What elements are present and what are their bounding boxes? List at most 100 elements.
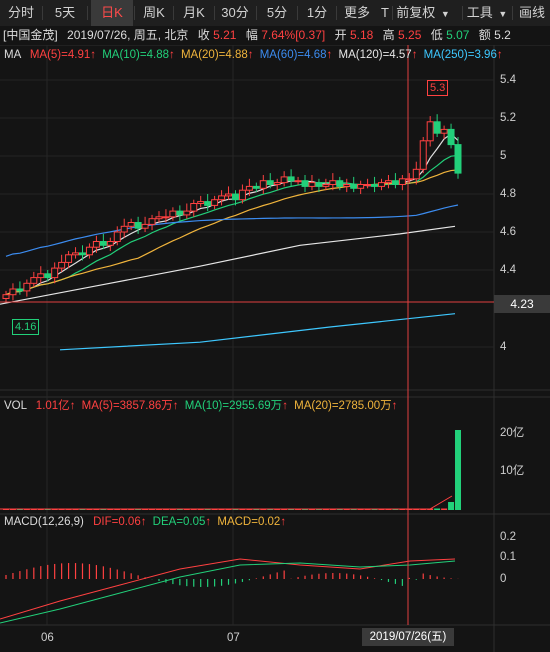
macd-axis-label: 0.2 — [500, 531, 516, 543]
high-price-marker: 5.3 — [427, 80, 449, 96]
candle-body — [92, 241, 100, 248]
price-axis-label: 5.2 — [500, 112, 516, 124]
tools-dropdown[interactable]: 工具 ▼ — [464, 0, 510, 26]
candle-body — [148, 218, 156, 225]
candle-body — [176, 210, 184, 216]
candle-body — [447, 128, 455, 146]
candle-body — [426, 121, 434, 142]
volume-bar — [448, 502, 455, 510]
macd-axis-label: 0.1 — [500, 551, 516, 563]
candle-body — [350, 184, 358, 189]
volume-axis-label: 20亿 — [500, 427, 525, 439]
candle-body — [301, 180, 309, 187]
macd-dif: DIF=0.06 — [93, 516, 141, 528]
divider — [214, 6, 215, 20]
candle-body — [454, 144, 462, 174]
macd-dea: DEA=0.05 — [152, 516, 206, 528]
low-value: 5.07 — [446, 28, 470, 42]
volume-legend-title: VOL — [4, 400, 27, 412]
open-label: 开 — [334, 28, 347, 42]
ma120-line — [0, 225, 456, 305]
period-toolbar: 分时 5天 日K 周K 月K 30分 5分 1分 更多 T 前复权 ▼ 工具 ▼… — [0, 0, 550, 27]
candle-body — [44, 273, 52, 279]
candle-body — [336, 180, 344, 187]
arrow-up-icon: ↑ — [90, 49, 96, 61]
tab-monthly-k[interactable]: 月K — [183, 5, 205, 20]
candle-body — [169, 210, 177, 218]
arrow-up-icon: ↑ — [282, 400, 288, 412]
draw-line-button[interactable]: 画线 — [518, 5, 545, 20]
volume-legend: VOL 1.01亿↑ MA(5)=3857.86万↑ MA(10)=2955.6… — [4, 398, 397, 414]
candle-body — [65, 254, 73, 263]
adjust-label: 前复权 — [396, 5, 436, 20]
price-axis-label: 4 — [500, 341, 507, 353]
tab-1min[interactable]: 1分 — [306, 5, 328, 20]
candle-body — [440, 128, 448, 134]
ma5-value: MA(5)=4.91 — [29, 49, 91, 61]
candle-body — [245, 185, 253, 191]
kline-chart[interactable] — [0, 45, 550, 652]
amount-value: 5.2 — [494, 28, 511, 42]
volume-bar — [434, 508, 441, 510]
tab-more[interactable]: 更多 — [343, 5, 370, 20]
candle-body — [30, 277, 38, 284]
low-price-marker: 4.16 — [12, 319, 40, 335]
candle-body — [211, 199, 219, 206]
candle-body — [9, 288, 17, 296]
tab-timeshare[interactable]: 分时 — [7, 5, 34, 20]
divider — [462, 6, 463, 20]
macd-indicator — [0, 558, 459, 624]
divider — [336, 6, 337, 20]
arrow-up-icon: ↑ — [391, 400, 398, 412]
candle-body — [113, 231, 121, 242]
candle-body — [238, 189, 246, 201]
tab-5day[interactable]: 5天 — [54, 5, 76, 20]
tab-weekly-k[interactable]: 周K — [143, 5, 165, 20]
candle-body — [204, 201, 212, 206]
close-label: 收 — [197, 28, 210, 42]
ma10-line — [5, 154, 459, 296]
ma5-line — [5, 133, 459, 296]
amplitude-delta: [0.37] — [295, 28, 326, 42]
candle-body — [106, 241, 114, 246]
price-gridlines — [0, 79, 494, 348]
macd-legend-title: MACD(12,26,9) — [4, 516, 84, 528]
low-label: 低 — [430, 28, 443, 42]
volume-ma5: MA(5)=3857.86万 — [81, 400, 173, 412]
ma60-value: MA(60)=4.68 — [259, 49, 327, 61]
candle-body — [280, 176, 288, 184]
candle-body — [371, 184, 379, 187]
chevron-down-icon: ▼ — [498, 9, 508, 19]
tab-daily-k[interactable]: 日K — [91, 0, 133, 26]
macd-dif-line — [0, 558, 456, 620]
volume-value: 1.01亿 — [35, 400, 70, 412]
candle-body — [433, 121, 441, 134]
open-value: 5.18 — [349, 28, 374, 42]
volume-axis-label: 10亿 — [500, 465, 525, 477]
high-label: 高 — [382, 28, 395, 42]
ma-legend-title: MA — [4, 49, 21, 61]
candle-body — [183, 210, 191, 216]
macd-axis-label: 0 — [500, 573, 507, 585]
arrow-up-icon: ↑ — [326, 49, 333, 61]
quote-date: 2019/07/26, 周五, 北京 — [67, 28, 189, 42]
ma10-value: MA(10)=4.88 — [102, 49, 169, 61]
volume-ma20: MA(20)=2785.00万 — [294, 400, 392, 412]
candle-body — [197, 201, 205, 205]
macd-legend: MACD(12,26,9) DIF=0.06↑ DEA=0.05↑ MACD=0… — [4, 514, 286, 530]
adjust-dropdown[interactable]: 前复权 ▼ — [395, 0, 451, 26]
ma120-value: MA(120)=4.57 — [338, 49, 412, 61]
tab-30min[interactable]: 30分 — [221, 5, 249, 20]
crosshair-date-tag: 2019/07/26(五) — [362, 628, 454, 646]
price-axis-label: 5.4 — [500, 74, 516, 86]
candlesticks — [2, 114, 462, 303]
candle-body — [343, 184, 351, 187]
arrow-up-icon: ↑ — [411, 49, 418, 61]
candle-body — [357, 184, 365, 189]
amplitude-value: 7.64% — [261, 28, 296, 42]
candle-body — [141, 223, 149, 229]
candle-body — [190, 203, 198, 212]
moving-average-lines — [0, 133, 459, 351]
candle-body — [72, 252, 80, 256]
tab-5min[interactable]: 5分 — [266, 5, 288, 20]
